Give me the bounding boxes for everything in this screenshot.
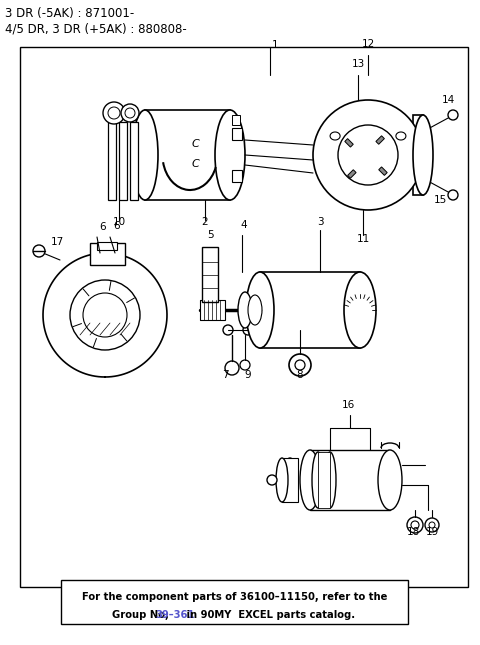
- Circle shape: [448, 190, 458, 200]
- Bar: [97, 242, 117, 250]
- Text: 6: 6: [100, 222, 106, 232]
- Ellipse shape: [132, 110, 158, 200]
- Circle shape: [33, 245, 45, 257]
- Circle shape: [267, 475, 277, 485]
- Ellipse shape: [238, 292, 252, 328]
- Circle shape: [338, 125, 398, 185]
- Circle shape: [425, 518, 439, 532]
- Text: in 90MY  EXCEL parts catalog.: in 90MY EXCEL parts catalog.: [183, 610, 355, 620]
- Bar: [119, 122, 127, 200]
- Ellipse shape: [276, 458, 288, 502]
- Bar: [379, 167, 387, 175]
- Bar: [232, 170, 242, 182]
- Text: 14: 14: [442, 95, 455, 105]
- Text: 2: 2: [202, 217, 208, 227]
- Text: 16: 16: [341, 400, 355, 410]
- Text: 19: 19: [425, 527, 439, 537]
- Bar: [200, 300, 225, 320]
- Circle shape: [125, 108, 135, 118]
- Bar: [108, 122, 116, 200]
- Text: For the component parts of 36100–11150, refer to the: For the component parts of 36100–11150, …: [82, 592, 388, 602]
- FancyBboxPatch shape: [61, 580, 408, 624]
- Bar: [202, 247, 218, 302]
- Ellipse shape: [413, 115, 433, 195]
- Text: 8: 8: [297, 370, 303, 380]
- Circle shape: [83, 293, 127, 337]
- Circle shape: [243, 325, 253, 335]
- Text: 17: 17: [50, 237, 64, 247]
- Text: 3 DR (-5AK) : 871001-: 3 DR (-5AK) : 871001-: [5, 7, 134, 20]
- Text: 7: 7: [222, 370, 228, 380]
- Bar: [345, 139, 353, 147]
- Circle shape: [295, 360, 305, 370]
- Text: 5: 5: [207, 230, 213, 240]
- Bar: [413, 115, 423, 195]
- Ellipse shape: [378, 450, 402, 510]
- Text: 3: 3: [317, 217, 324, 227]
- Bar: [145, 110, 230, 200]
- Bar: [318, 452, 330, 508]
- Text: C: C: [191, 159, 199, 169]
- Circle shape: [108, 107, 120, 119]
- Circle shape: [223, 325, 233, 335]
- Circle shape: [407, 517, 423, 533]
- Ellipse shape: [246, 272, 274, 348]
- Text: 1: 1: [272, 40, 278, 50]
- Ellipse shape: [300, 450, 320, 510]
- Circle shape: [225, 361, 239, 375]
- Text: C: C: [191, 139, 199, 149]
- Circle shape: [429, 522, 435, 528]
- Circle shape: [121, 104, 139, 122]
- Bar: [232, 115, 240, 125]
- Text: 4: 4: [240, 220, 247, 230]
- Bar: [376, 136, 384, 144]
- Text: 12: 12: [361, 39, 374, 49]
- Circle shape: [411, 521, 419, 529]
- Circle shape: [448, 110, 458, 120]
- Text: 39–361: 39–361: [155, 610, 194, 620]
- Circle shape: [103, 102, 125, 124]
- Text: 9: 9: [245, 370, 252, 380]
- Bar: [90, 243, 125, 265]
- Text: Group No,: Group No,: [112, 610, 172, 620]
- Ellipse shape: [324, 452, 336, 508]
- Circle shape: [313, 100, 423, 210]
- Text: 10: 10: [112, 217, 126, 227]
- Bar: [310, 450, 390, 510]
- Bar: [348, 170, 356, 178]
- Text: 13: 13: [351, 59, 365, 69]
- Text: 18: 18: [407, 527, 420, 537]
- Text: 6: 6: [114, 221, 120, 231]
- Ellipse shape: [344, 272, 376, 348]
- Bar: [232, 128, 242, 140]
- Bar: [130, 122, 138, 200]
- Text: 11: 11: [356, 234, 370, 244]
- Ellipse shape: [282, 458, 298, 502]
- Bar: [20, 47, 468, 587]
- Ellipse shape: [312, 452, 324, 508]
- Ellipse shape: [248, 295, 262, 325]
- Circle shape: [240, 360, 250, 370]
- Bar: [282, 458, 298, 502]
- Text: 4/5 DR, 3 DR (+5AK) : 880808-: 4/5 DR, 3 DR (+5AK) : 880808-: [5, 23, 187, 36]
- Ellipse shape: [215, 110, 245, 200]
- Bar: [260, 272, 360, 348]
- Text: 15: 15: [433, 195, 446, 205]
- Circle shape: [70, 280, 140, 350]
- Circle shape: [289, 354, 311, 376]
